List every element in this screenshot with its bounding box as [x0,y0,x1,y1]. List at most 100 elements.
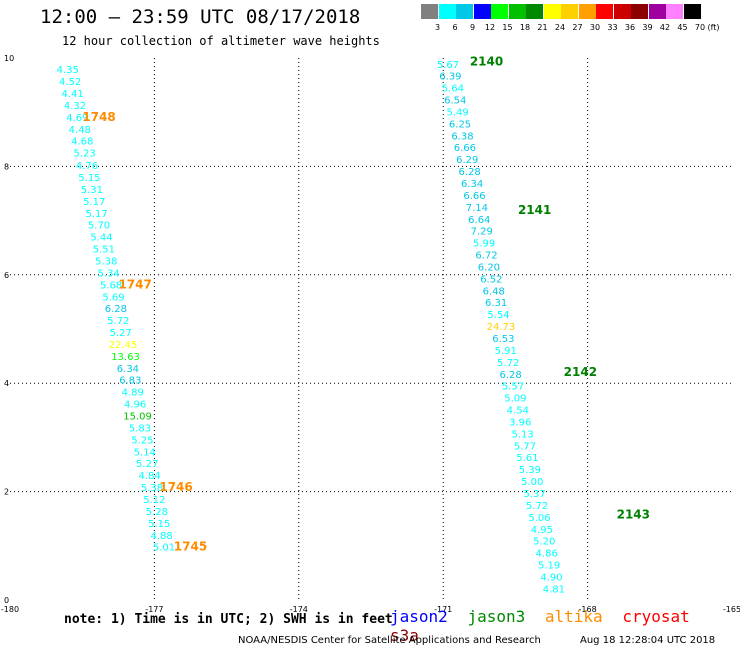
swh-value-label: 5.51 [93,245,115,256]
swh-value-label: 4.35 [57,65,79,76]
swh-value-label: 5.27 [136,459,158,470]
swh-value-label: 6.52 [480,274,502,285]
time-label: 1746 [159,480,192,494]
swh-value-label: 5.49 [447,107,469,118]
y-tick-label: 2 [4,488,9,497]
colorbar-swatch [666,4,683,19]
swh-value-label: 5.34 [98,268,120,279]
swh-value-label: 5.31 [81,185,103,196]
swh-value-label: 5.70 [88,221,110,232]
swh-value-label: 5.64 [442,84,464,95]
swh-value-label: 5.38 [141,483,163,494]
colorbar-swatch [421,4,438,19]
swh-value-label: 4.54 [507,406,529,417]
time-label: 2142 [564,365,597,379]
colorbar-swatch [631,4,648,19]
units-note: note: 1) Time is in UTC; 2) SWH is in fe… [64,612,393,627]
swh-value-label: 5.38 [95,257,117,268]
x-tick-label: -168 [579,605,597,614]
timestamp-text: Aug 18 12:28:04 UTC 2018 [580,635,716,646]
swh-value-label: 6.83 [119,376,141,387]
swh-value-label: 5.20 [533,537,555,548]
swh-value-label: 22.45 [109,340,138,351]
swh-value-label: 5.61 [516,453,538,464]
swh-value-label: 4.90 [540,572,562,583]
swh-value-label: 6.28 [499,370,521,381]
swh-value-label: 5.12 [143,495,165,506]
colorbar-label: 42 [659,23,671,32]
swh-value-label: 4.96 [124,400,146,411]
time-label: 1745 [174,540,207,554]
swh-value-label: 5.25 [131,435,153,446]
swh-value-label: 5.28 [146,507,168,518]
colorbar-swatch [543,4,561,19]
swh-value-label: 4.52 [59,77,81,88]
swh-value-label: 5.68 [100,280,122,291]
swh-value-label: 5.17 [86,209,108,220]
x-tick-label: -180 [1,605,19,614]
swh-value-label: 4.89 [122,388,144,399]
x-tick-label: -165 [723,605,740,614]
x-tick-label: -174 [290,605,308,614]
swh-value-label: 6.29 [456,155,478,166]
swh-value-label: 4.86 [536,549,558,560]
swh-value-label: 6.53 [492,334,514,345]
legend-item-cryosat: cryosat [622,607,690,626]
legend-item-jason2: jason2 [390,607,448,626]
swh-value-label: 5.13 [511,429,533,440]
colorbar-swatch [596,4,613,19]
swh-value-label: 4.41 [61,89,83,100]
swh-value-label: 6.38 [451,131,473,142]
colorbar-swatch [578,4,596,19]
swh-value-label: 6.20 [478,262,500,273]
swh-value-label: 5.99 [473,239,495,250]
colorbar-swatch [491,4,508,19]
colorbar-swatch [508,4,526,19]
swh-value-label: 5.17 [83,197,105,208]
colorbar-label: 70 [694,23,706,32]
colorbar-label: 27 [572,23,583,32]
time-label: 1747 [118,277,151,291]
swh-value-label: 13.63 [111,352,140,363]
swh-value-label: 6.25 [449,119,471,130]
swh-value-label: 5.15 [78,173,100,184]
swh-value-label: 5.27 [110,328,132,339]
swh-value-label: 4.95 [531,525,553,536]
swh-value-label: 5.44 [90,233,112,244]
y-tick-label: 6 [4,271,9,280]
swh-value-label: 5.19 [538,561,560,572]
colorbar-unit: (ft) [707,23,720,32]
y-tick-label: 4 [4,379,9,388]
colorbar-label: 24 [554,23,566,32]
swh-value-label: 6.34 [461,179,483,190]
swh-value-label: 7.14 [466,203,488,214]
colorbar-swatch [438,4,456,19]
swh-value-label: 6.66 [463,191,485,202]
credit-text: NOAA/NESDIS Center for Satellite Applica… [238,635,541,646]
colorbar-label: 33 [607,23,618,32]
swh-value-label: 6.72 [475,251,497,262]
colorbar-swatch [683,4,701,19]
swh-value-label: 6.28 [105,304,127,315]
colorbar-label: 12 [484,23,496,32]
swh-value-label: 5.77 [514,441,536,452]
colorbar-swatch [613,4,631,19]
time-label: 2140 [470,55,503,69]
y-tick-label: 8 [4,162,9,171]
colorbar-label: 18 [519,23,531,32]
legend-item-jason3: jason3 [467,607,526,626]
swh-value-label: 4.48 [69,125,91,136]
page-title: 12:00 – 23:59 UTC 08/17/2018 [40,6,361,28]
swh-value-label: 5.00 [521,477,543,488]
y-tick-label: 10 [4,54,14,63]
swh-value-label: 5.91 [495,346,517,357]
time-label: 2141 [518,203,551,217]
swh-value-label: 5.23 [73,149,95,160]
colorbar-label: 9 [469,23,476,32]
legend-item-altika: altika [544,607,603,626]
swh-value-label: 24.73 [487,322,516,333]
satellite-legend: jason2 jason3 altika cryosat s3a [390,607,740,645]
colorbar-label: 36 [624,23,636,32]
swh-value-label: 5.72 [107,316,129,327]
